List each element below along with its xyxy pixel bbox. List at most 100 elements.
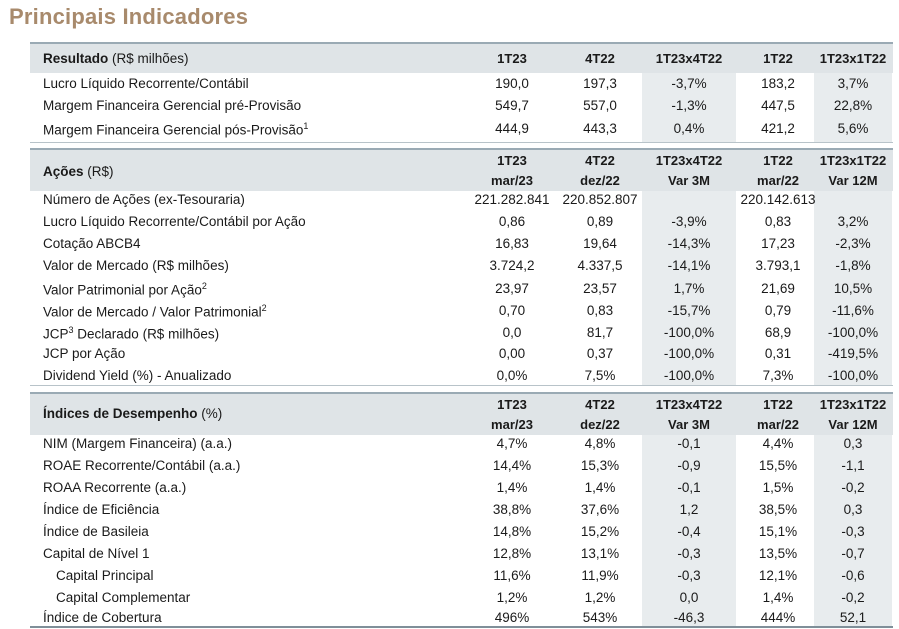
- cell-value: 7,3%: [762, 368, 794, 383]
- cell-value: 4,4%: [762, 436, 794, 451]
- divider: [30, 142, 893, 143]
- row-label: ROAE Recorrente/Contábil (a.a.): [43, 458, 241, 473]
- row-label: Índice de Eficiência: [43, 502, 160, 517]
- cell-value: 0,89: [586, 214, 614, 229]
- cell-value: 0,31: [764, 346, 792, 361]
- row-label: Dividend Yield (%) - Anualizado: [43, 368, 232, 383]
- table-row: ROAE Recorrente/Contábil (a.a.) 14,4% 15…: [30, 455, 893, 477]
- table-row: Capital de Nível 1 12,8% 13,1% -0,3 13,5…: [30, 543, 893, 565]
- cell-value: 0,3: [843, 436, 863, 451]
- cell-value: -0,6: [841, 568, 865, 583]
- cell-value: -100,0%: [663, 346, 715, 361]
- cell-value: -100,0%: [827, 368, 879, 383]
- col-header-1t22: 1T22 mar/22: [757, 397, 799, 432]
- table-row: Valor de Mercado / Valor Patrimonial2 0,…: [30, 300, 893, 322]
- table-row: Dividend Yield (%) - Anualizado 0,0% 7,5…: [30, 365, 893, 387]
- col-header-4t22: 4T22: [585, 51, 615, 66]
- row-label: Capital Complementar: [56, 590, 191, 605]
- cell-value: -11,6%: [832, 303, 874, 318]
- row-label: Índice de Cobertura: [43, 610, 162, 625]
- cell-value: 543%: [582, 610, 618, 625]
- cell-value: 1,2%: [584, 590, 616, 605]
- section-resultado: Resultado (R$ milhões) 1T23 4T22 1T23x4T…: [30, 42, 893, 142]
- footnote-marker: 1: [303, 121, 309, 131]
- cell-value: -1,1: [841, 458, 865, 473]
- cell-value: -1,8%: [835, 258, 871, 273]
- cell-value: 1,2: [679, 502, 699, 517]
- cell-value: 81,7: [586, 325, 614, 340]
- cell-value: 13,5%: [758, 546, 798, 561]
- footnote-marker: 2: [261, 303, 267, 313]
- row-label: Número de Ações (ex-Tesouraria): [43, 192, 245, 207]
- cell-value: -0,3: [677, 568, 701, 583]
- cell-value: -0,9: [677, 458, 701, 473]
- row-label: Índice de Basileia: [43, 524, 149, 539]
- cell-value: 0,0: [679, 590, 699, 605]
- cell-value: 3.724,2: [489, 258, 535, 273]
- cell-value: 220.142.613: [740, 192, 816, 207]
- cell-value: 1,7%: [673, 281, 705, 296]
- cell-value: 52,1: [839, 610, 867, 625]
- cell-value: -100,0%: [827, 325, 879, 340]
- cell-value: -0,3: [677, 546, 701, 561]
- table-row: Capital Complementar 1,2% 1,2% 0,0 1,4% …: [30, 587, 893, 609]
- row-label: JCP por Ação: [43, 346, 126, 361]
- cell-value: 549,7: [495, 98, 529, 113]
- shade-col-var3m-s1: [642, 65, 736, 142]
- cell-value: -14,1%: [667, 258, 711, 273]
- cell-value: 4.337,5: [577, 258, 623, 273]
- cell-value: -1,3%: [671, 98, 707, 113]
- cell-value: -0,1: [677, 436, 701, 451]
- cell-value: -0,3: [841, 524, 865, 539]
- row-label: Valor de Mercado / Valor Patrimonial2: [43, 303, 267, 320]
- cell-value: 220.852.807: [562, 192, 638, 207]
- table-row: ROAA Recorrente (a.a.) 1,4% 1,4% -0,1 1,…: [30, 477, 893, 499]
- cell-value: 443,3: [583, 121, 617, 136]
- table-row: NIM (Margem Financeira) (a.a.) 4,7% 4,8%…: [30, 433, 893, 455]
- table-bottom-border: [30, 626, 893, 628]
- row-label: Margem Financeira Gerencial pós-Provisão…: [43, 121, 309, 138]
- divider: [30, 385, 893, 386]
- cell-value: 21,69: [761, 281, 795, 296]
- shade-col-var12m-s2: [814, 189, 892, 385]
- cell-value: 10,5%: [833, 281, 873, 296]
- footnote-marker: 2: [201, 281, 207, 291]
- cell-value: 1,2%: [496, 590, 528, 605]
- cell-value: 3,2%: [837, 214, 869, 229]
- cell-value: -46,3: [673, 610, 705, 625]
- cell-value: -0,4: [677, 524, 701, 539]
- cell-value: 19,64: [583, 236, 617, 251]
- cell-value: -0,2: [841, 590, 865, 605]
- table-row: JCP por Ação 0,00 0,37 -100,0% 0,31 -419…: [30, 343, 893, 365]
- cell-value: 15,3%: [580, 458, 620, 473]
- shade-col-var3m-s3: [642, 433, 736, 627]
- shade-col-var12m-s1: [814, 65, 892, 142]
- cell-value: 37,6%: [580, 502, 620, 517]
- cell-value: 0,4%: [673, 121, 705, 136]
- cell-value: 221.282.841: [474, 192, 550, 207]
- cell-value: -100,0%: [663, 368, 715, 383]
- section-indices: Índices de Desempenho (%) 1T23 mar/23 4T2…: [30, 392, 893, 628]
- shade-col-var12m-s3: [814, 433, 892, 627]
- table-row: Valor de Mercado (R$ milhões) 3.724,2 4.…: [30, 255, 893, 277]
- table-row: Margem Financeira Gerencial pré-Provisão…: [30, 95, 893, 117]
- row-label: JCP3 Declarado (R$ milhões): [43, 325, 220, 342]
- cell-value: 11,9%: [581, 568, 619, 583]
- cell-value: -0,2: [841, 480, 865, 495]
- cell-value: 1,4%: [496, 480, 528, 495]
- cell-value: 447,5: [761, 98, 795, 113]
- cell-value: -0,7: [841, 546, 865, 561]
- cell-value: 0,86: [498, 214, 526, 229]
- table-row: Número de Ações (ex-Tesouraria) 221.282.…: [30, 189, 893, 211]
- page-title: Principais Indicadores: [9, 4, 249, 29]
- cell-value: -0,1: [677, 480, 701, 495]
- table-row: Índice de Eficiência 38,8% 37,6% 1,2 38,…: [30, 499, 893, 521]
- cell-value: 444,9: [495, 121, 529, 136]
- cell-value: 15,5%: [758, 458, 798, 473]
- col-header-1t23x1t22: 1T23x1T22 Var 12M: [819, 153, 887, 188]
- cell-value: 5,6%: [837, 121, 869, 136]
- cell-value: 1,4%: [762, 590, 794, 605]
- col-header-1t22: 1T22 mar/22: [757, 153, 799, 188]
- cell-value: 15,2%: [580, 524, 620, 539]
- header-resultado-label: Resultado (R$ milhões): [43, 51, 189, 66]
